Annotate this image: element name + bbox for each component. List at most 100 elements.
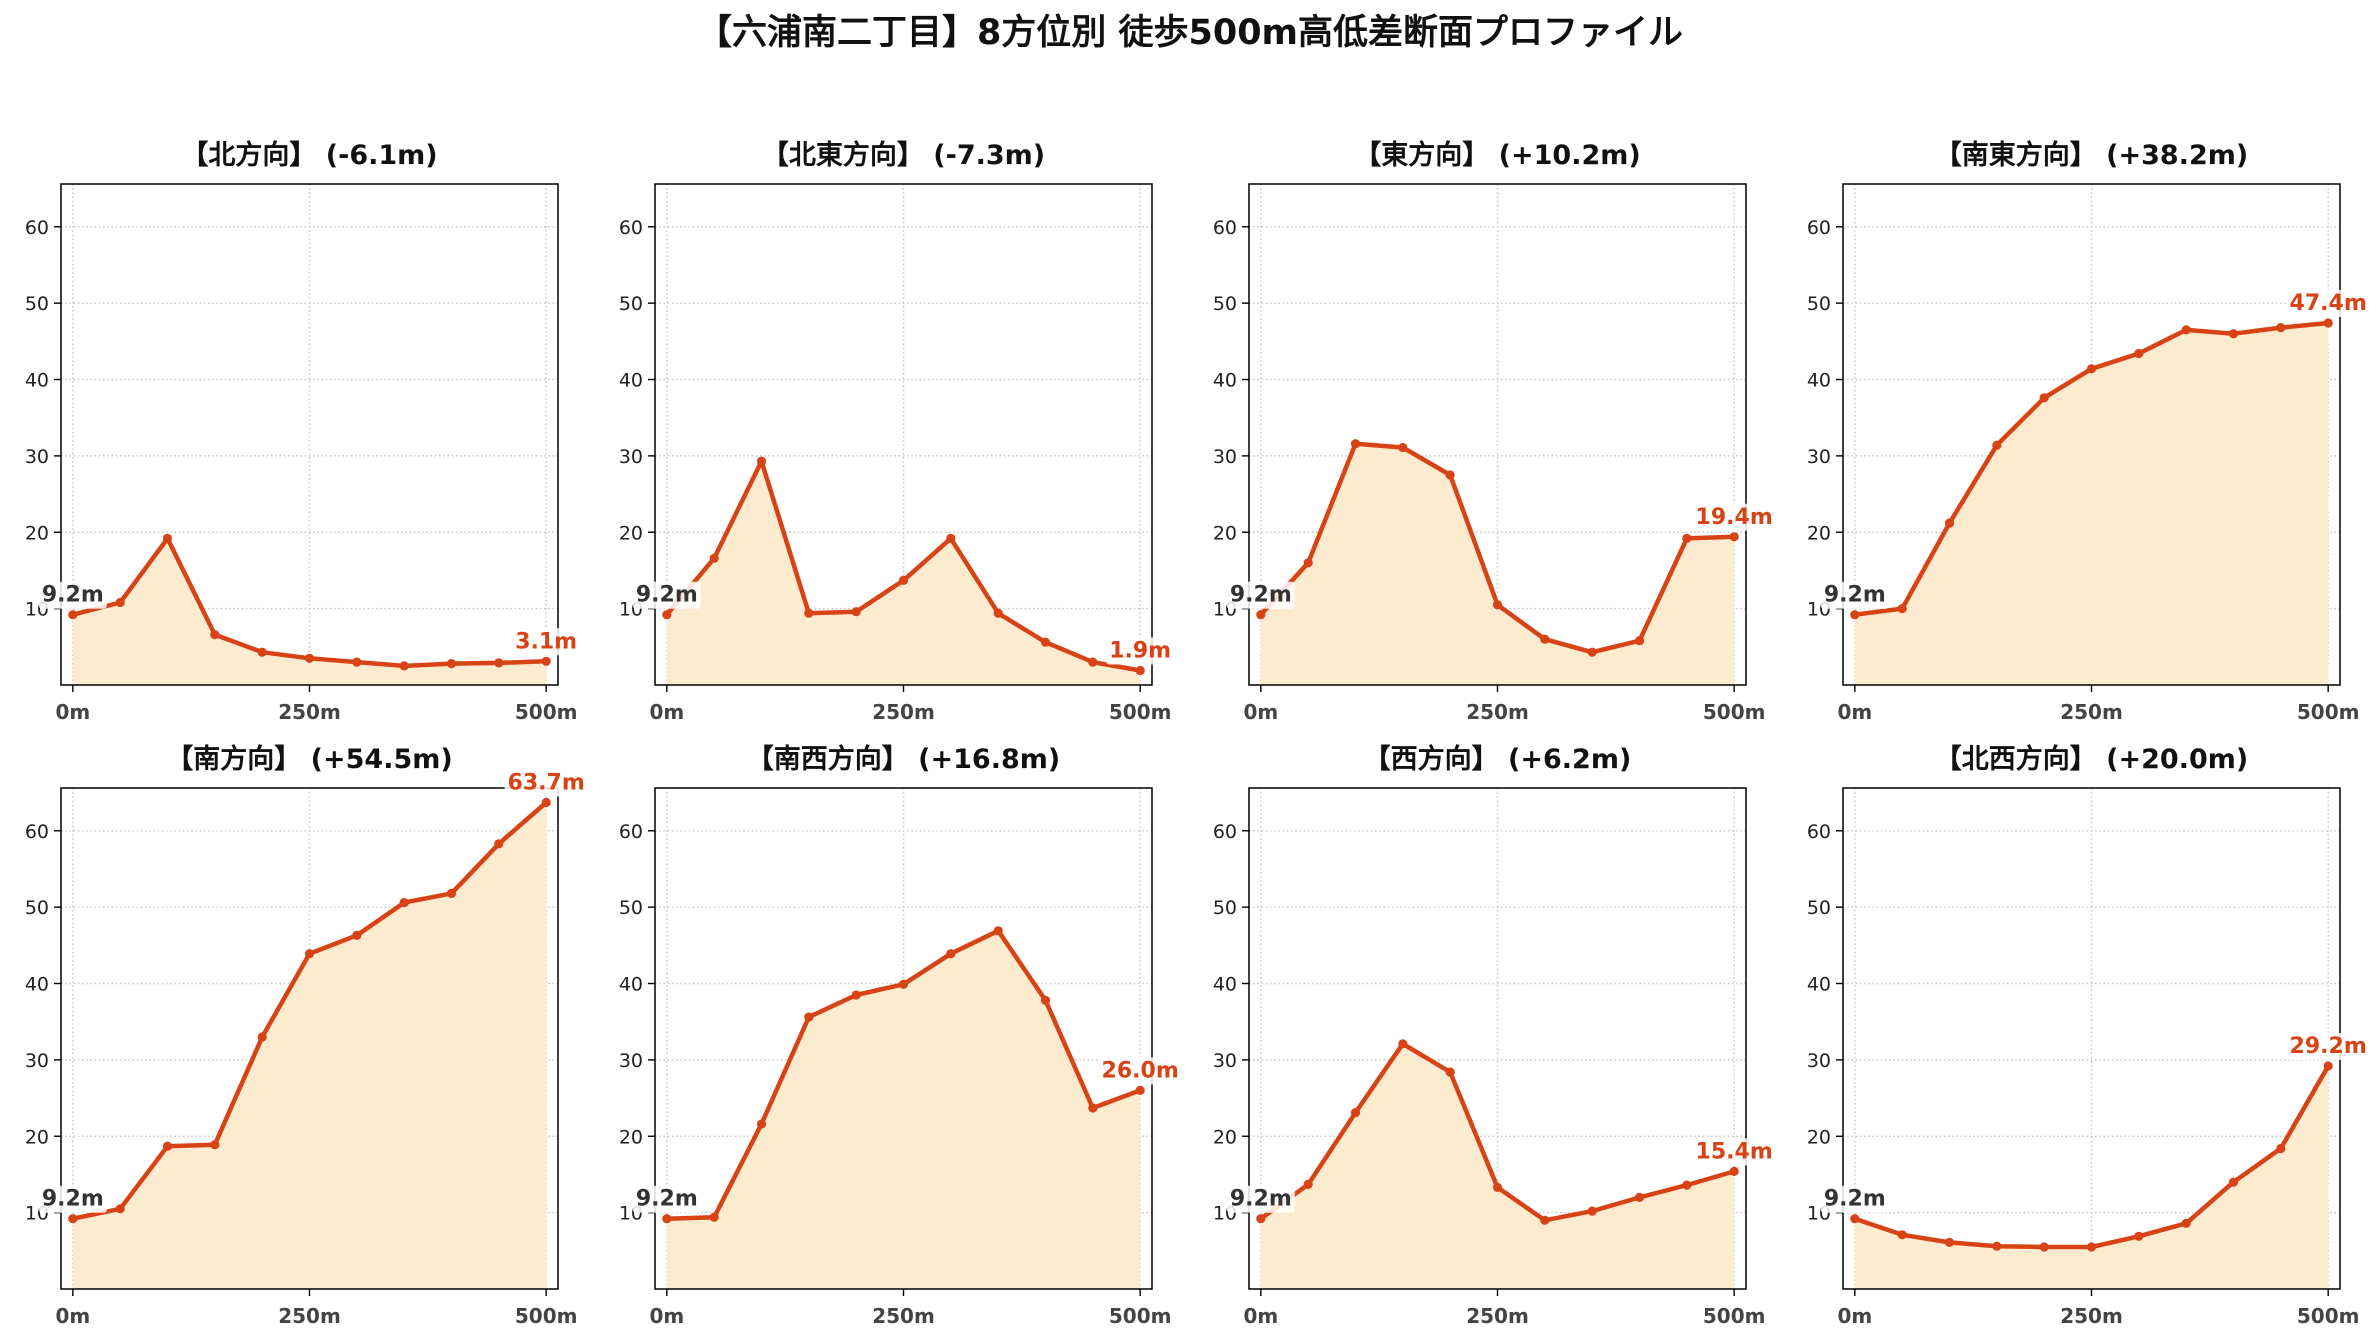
elevation-point [2086,364,2097,374]
x-tick-label: 500m [1109,700,1172,724]
y-tick-label: 40 [25,974,49,996]
elevation-point [2323,318,2333,328]
y-tick-label: 50 [1213,293,1237,315]
start-elevation-label: 9.2m [42,583,104,608]
elevation-point [1135,1085,1145,1095]
elevation-point [1303,1179,1313,1189]
elevation-point [1587,647,1597,657]
elevation-point [1445,470,1455,480]
y-tick-label: 40 [619,974,643,996]
x-tick-label: 0m [1837,1304,1872,1328]
elevation-point [1303,558,1313,568]
elevation-area [72,538,547,685]
label-background [632,1185,701,1213]
elevation-point [162,533,173,544]
elevation-point [1492,1182,1503,1192]
elevation-point [1682,1180,1692,1190]
y-tick-label: 60 [25,821,49,843]
start-elevation-label: 9.2m [1824,583,1886,608]
end-elevation-label: 15.4m [1696,1139,1773,1164]
y-tick-label: 30 [619,1050,643,1072]
elevation-point [851,607,861,617]
y-tick-label: 30 [1213,1050,1237,1072]
x-tick-label: 250m [278,1304,341,1328]
elevation-point [1135,665,1145,676]
y-tick-label: 40 [1807,974,1831,996]
x-tick-label: 250m [872,1304,935,1328]
y-tick-label: 30 [1807,1050,1831,1072]
elevation-point [2039,393,2049,403]
label-background [1098,1057,1182,1085]
start-elevation-label: 9.2m [42,1187,104,1212]
y-tick-label: 20 [619,522,643,544]
elevation-point [446,888,457,899]
elevation-point [1398,442,1408,453]
elevation-point [1587,1206,1597,1216]
elevation-point [2086,1242,2097,1252]
label-background [632,581,701,609]
elevation-point [304,949,315,959]
elevation-point [210,1140,220,1150]
elevation-point [993,608,1003,618]
elevation-area [1854,323,2329,685]
x-tick-label: 250m [1466,700,1529,724]
y-tick-label: 60 [1213,821,1237,843]
y-tick-label: 60 [25,217,49,239]
elevation-point [2276,1143,2286,1154]
y-tick-label: 50 [1807,293,1831,315]
x-tick-label: 250m [278,700,341,724]
elevation-point [1398,1039,1408,1049]
x-tick-label: 500m [515,1304,578,1328]
x-tick-label: 0m [649,700,684,724]
y-tick-label: 20 [1213,1126,1237,1148]
label-background [2286,290,2370,317]
elevation-point [1088,657,1098,667]
subplot-title: 【南東方向】 (+38.2m) [1935,139,2248,171]
elevation-area [666,930,1141,1289]
end-elevation-label: 26.0m [1102,1058,1179,1083]
elevation-point [210,630,220,640]
elevation-point [1492,600,1503,610]
start-elevation-label: 9.2m [636,583,698,608]
label-background [38,581,107,609]
subplot-title: 【北方向】 (-6.1m) [181,139,437,171]
elevation-area [72,802,547,1289]
elevation-point [352,930,362,941]
elevation-point [68,1214,78,1224]
elevation-point [2134,1231,2144,1241]
y-tick-label: 30 [25,1050,49,1072]
elevation-point [68,610,78,620]
y-tick-label: 30 [1807,446,1831,468]
end-elevation-label: 63.7m [508,771,585,796]
elevation-point [1256,1214,1266,1224]
elevation-point [851,990,861,1000]
x-tick-label: 0m [1243,1304,1278,1328]
x-tick-label: 250m [1466,1304,1529,1328]
elevation-point [1682,533,1692,544]
elevation-point [1040,995,1051,1005]
x-tick-label: 500m [1703,1304,1766,1328]
label-background [1692,1138,1776,1166]
elevation-point [446,659,457,669]
elevation-point [399,661,409,671]
elevation-point [756,456,767,466]
y-tick-label: 20 [25,522,49,544]
elevation-point [993,926,1003,936]
elevation-point [115,1204,125,1214]
elevation-point [1540,1215,1550,1225]
y-tick-label: 40 [1213,974,1237,996]
elevation-point [257,1032,267,1042]
elevation-point [1634,1192,1645,1202]
y-tick-label: 50 [619,897,643,919]
elevation-point [1850,1214,1860,1224]
label-background [1820,581,1889,609]
elevation-point [1944,518,1955,528]
y-tick-label: 60 [1213,217,1237,239]
elevation-point [898,575,909,586]
subplot-title: 【北東方向】 (-7.3m) [762,139,1045,171]
elevation-point [1729,1166,1739,1176]
